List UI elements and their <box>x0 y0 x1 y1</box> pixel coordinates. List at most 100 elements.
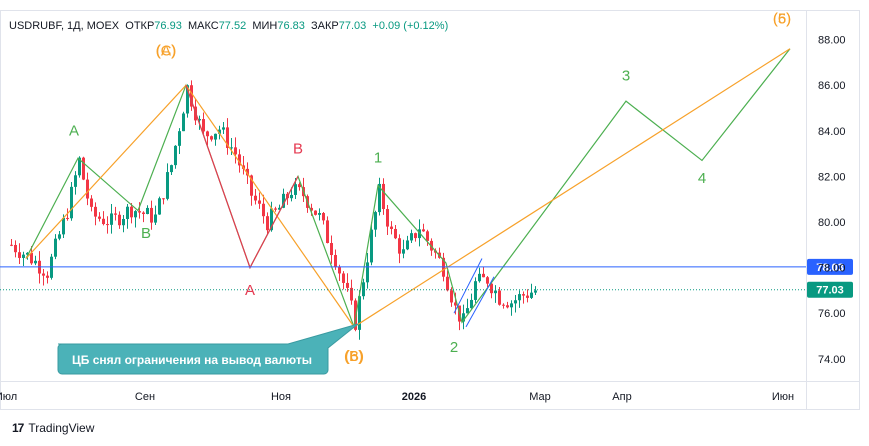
candle-body <box>190 85 193 107</box>
wave-label: (B) <box>344 348 364 365</box>
candle-body <box>534 290 537 293</box>
low-label: МИН <box>252 20 278 32</box>
candle-body <box>46 275 49 278</box>
candle-body <box>466 308 469 314</box>
candle-body <box>446 276 449 291</box>
candle-body <box>490 283 493 294</box>
candle-body <box>162 198 165 200</box>
candle-body <box>366 262 369 283</box>
x-tick-label: Июн <box>772 391 794 403</box>
candle-body <box>54 238 57 257</box>
wave-line-green <box>25 48 791 330</box>
y-tick-label: 86.00 <box>818 80 846 92</box>
candle-body <box>170 165 173 173</box>
candle-body <box>530 292 533 298</box>
y-tick-label: 82.00 <box>818 171 846 183</box>
high-label: МАКС <box>187 20 219 32</box>
candle-body <box>246 168 249 176</box>
candle-body <box>338 267 341 274</box>
candle-body <box>330 243 333 256</box>
y-tick-label: 84.00 <box>818 126 846 138</box>
candle-body <box>510 303 513 308</box>
candle-body <box>502 304 505 306</box>
price-badge <box>807 281 853 298</box>
candle-body <box>118 214 121 226</box>
low-value: 76.83 <box>277 20 305 32</box>
candle-body <box>146 207 149 215</box>
x-tick-label: Апр <box>612 391 631 403</box>
tradingview-logo[interactable]: 17 TradingView <box>12 421 94 435</box>
candle-body <box>506 305 509 308</box>
candle-body <box>378 183 381 213</box>
candle-body <box>66 217 69 219</box>
candle-body <box>86 179 89 199</box>
candle-body <box>130 206 133 218</box>
wave-label: B <box>293 141 303 158</box>
candle-body <box>278 207 281 210</box>
candle-body <box>358 296 361 330</box>
candle-body <box>186 85 189 114</box>
candle-body <box>214 133 217 140</box>
candle-body <box>166 172 169 199</box>
candle-body <box>370 229 373 263</box>
candle-body <box>454 302 457 306</box>
candle-body <box>254 195 257 201</box>
candle-body <box>142 212 145 215</box>
open-value: 76.93 <box>154 20 182 32</box>
candle-body <box>290 194 293 199</box>
candle-body <box>70 186 73 219</box>
candle-body <box>198 119 201 121</box>
wave-label: (6) <box>773 11 791 28</box>
candle-body <box>226 127 229 148</box>
y-tick-label: 78.00 <box>818 263 846 275</box>
wave-label: 2 <box>450 339 458 356</box>
candle-body <box>34 260 37 264</box>
y-tick-label: 88.00 <box>818 35 846 47</box>
candle-body <box>202 119 205 132</box>
y-tick-label: 76.00 <box>818 308 846 320</box>
candle-body <box>62 217 65 235</box>
close-value: 77.03 <box>338 20 367 32</box>
candle-body <box>110 213 113 225</box>
candle-body <box>230 147 233 149</box>
ticker-label: USDRUBF, 1Д, MOEX <box>9 20 120 32</box>
candle-body <box>74 175 77 187</box>
candle-body <box>42 273 45 276</box>
candle-body <box>322 213 325 221</box>
candle-body <box>26 252 29 255</box>
candle-body <box>82 157 85 180</box>
tradingview-logo-icon: 17 <box>12 421 24 435</box>
price-badge-label: 77.03 <box>816 285 844 297</box>
candle-body <box>294 184 297 195</box>
candle-body <box>326 220 329 244</box>
x-tick-label: Сен <box>135 391 155 403</box>
candle-body <box>154 214 157 223</box>
candle-body <box>94 206 97 217</box>
wave-label: A <box>69 122 79 139</box>
wave-label: (5) <box>773 11 791 28</box>
candle-body <box>150 207 153 223</box>
candle-body <box>22 254 25 258</box>
candle-body <box>106 224 109 226</box>
candle-body <box>222 127 225 130</box>
candle-body <box>426 231 429 241</box>
candle-body <box>122 218 125 226</box>
wave-label: B <box>141 225 151 242</box>
candle-body <box>462 313 465 322</box>
candle-body <box>210 136 213 140</box>
x-tick-label: Июл <box>0 391 17 403</box>
candle-body <box>414 233 417 239</box>
candle-body <box>422 229 425 232</box>
candle-body <box>474 281 477 300</box>
candle-body <box>406 240 409 250</box>
candle-body <box>274 208 277 210</box>
candle-body <box>394 228 397 239</box>
candle-body <box>514 300 517 304</box>
candle-body <box>10 244 13 246</box>
wave-label: 4 <box>698 170 706 187</box>
candle-body <box>318 213 321 215</box>
candle-body <box>390 226 393 229</box>
candle-body <box>350 287 353 301</box>
